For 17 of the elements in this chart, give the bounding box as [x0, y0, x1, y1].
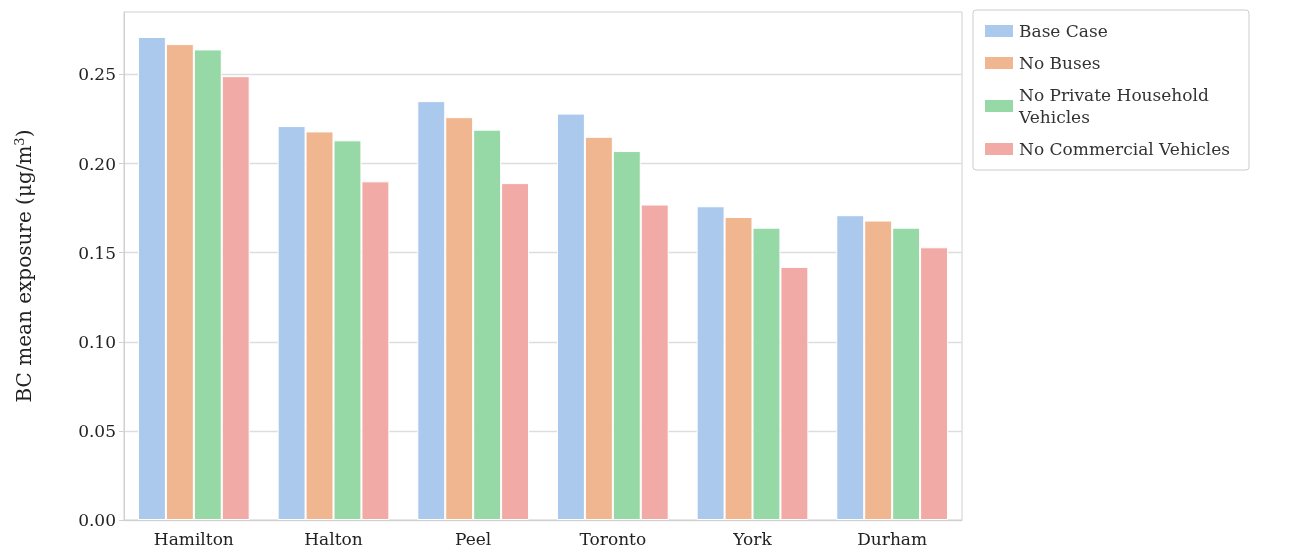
- y-tick-label: 0.05: [78, 420, 116, 441]
- y-tick-label: 0.10: [78, 331, 116, 352]
- x-tick-label: Durham: [857, 528, 928, 549]
- x-tick-label: Halton: [304, 528, 363, 549]
- legend-label: Base Case: [1019, 21, 1108, 41]
- x-tick-label: Hamilton: [153, 528, 234, 549]
- legend-label: No Buses: [1019, 53, 1101, 73]
- y-tick-label: 0.15: [78, 242, 116, 263]
- y-axis-title: BC mean exposure (μg/m3): [11, 129, 36, 403]
- y-tick-label: 0.20: [78, 153, 116, 174]
- x-tick-label: York: [732, 528, 773, 549]
- x-tick-label: Toronto: [579, 528, 647, 549]
- y-tick-label: 0.00: [78, 510, 116, 530]
- y-tick-label: 0.25: [78, 64, 116, 85]
- legend-label: No Private Household Vehicles: [1018, 85, 1215, 127]
- x-tick-label: Peel: [455, 528, 492, 549]
- legend-label: No Commercial Vehicles: [1019, 139, 1231, 159]
